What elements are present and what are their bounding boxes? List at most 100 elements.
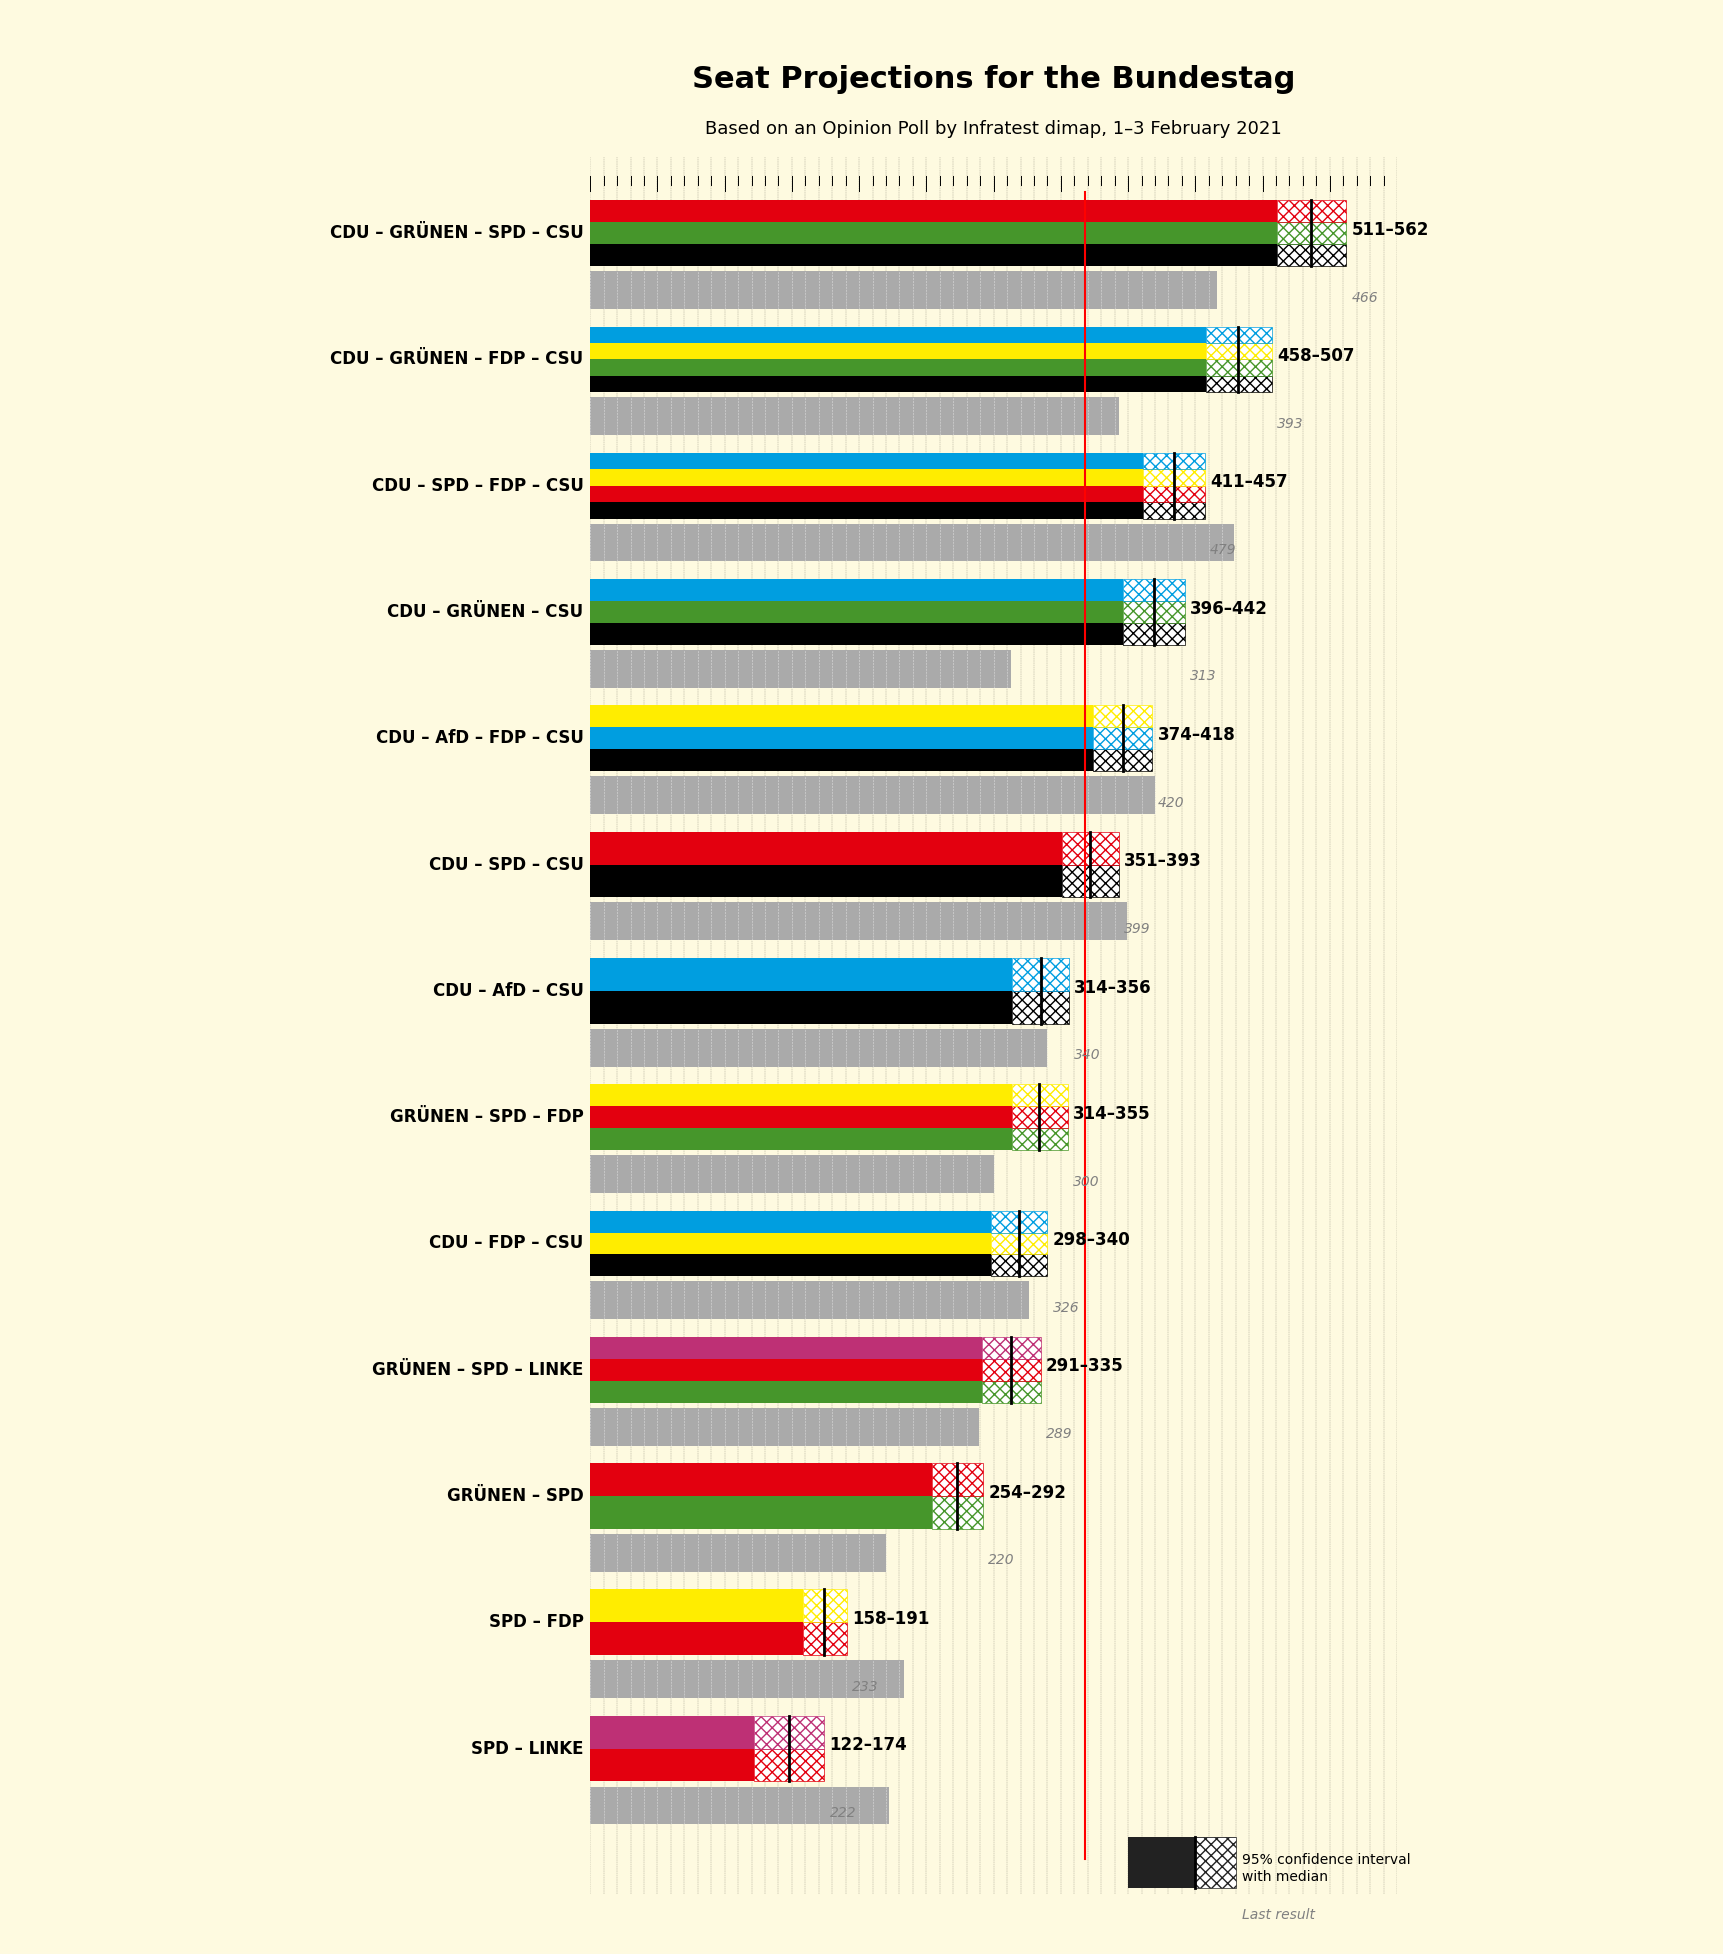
Bar (930, 1497, 982, 1528)
Text: 399: 399 (1123, 922, 1149, 936)
Text: 458–507: 458–507 (1277, 348, 1354, 365)
Bar (1092, 705, 1151, 727)
Bar (589, 199, 1277, 223)
Bar (1092, 727, 1151, 748)
Bar (991, 1211, 1048, 1233)
Bar (1011, 1084, 1067, 1106)
Bar (589, 957, 1011, 991)
Text: 340: 340 (1073, 1047, 1101, 1063)
Bar (980, 1337, 1041, 1358)
Text: 511–562: 511–562 (1351, 221, 1428, 238)
Bar (589, 487, 1142, 502)
Bar (1061, 864, 1118, 897)
Bar (1142, 469, 1204, 487)
Bar (589, 1464, 930, 1497)
Text: 313: 313 (1189, 670, 1216, 684)
Bar (589, 1786, 889, 1825)
Bar (1122, 623, 1184, 645)
Bar (930, 1464, 982, 1497)
Bar (589, 864, 1061, 897)
Text: CDU – GRÜNEN – SPD – CSU: CDU – GRÜNEN – SPD – CSU (329, 225, 582, 242)
Bar (1142, 502, 1204, 518)
Text: CDU – GRÜNEN – CSU: CDU – GRÜNEN – CSU (388, 604, 582, 621)
Bar (1011, 991, 1068, 1024)
Bar (589, 524, 1234, 561)
Bar (1011, 1106, 1067, 1127)
Bar (755, 1749, 824, 1782)
Text: CDU – GRÜNEN – FDP – CSU: CDU – GRÜNEN – FDP – CSU (331, 350, 582, 369)
Bar (589, 469, 1142, 487)
Bar (930, 1464, 982, 1497)
Text: 233: 233 (851, 1680, 879, 1694)
Bar (991, 1254, 1048, 1276)
Bar (1011, 1127, 1067, 1151)
Bar (1092, 727, 1151, 748)
Text: CDU – AfD – FDP – CSU: CDU – AfD – FDP – CSU (376, 729, 582, 746)
Bar (1206, 326, 1272, 344)
Bar (589, 578, 1122, 602)
Bar (589, 1497, 930, 1528)
Bar (803, 1622, 846, 1655)
Bar (1122, 602, 1184, 623)
Text: 466: 466 (1351, 291, 1377, 305)
Bar (589, 1407, 979, 1446)
Bar (1011, 957, 1068, 991)
Text: 396–442: 396–442 (1189, 600, 1266, 617)
Bar (589, 623, 1122, 645)
Bar (1092, 748, 1151, 772)
Bar (1122, 578, 1184, 602)
Bar (991, 1233, 1048, 1254)
Bar (589, 1381, 980, 1403)
Bar (1122, 602, 1184, 623)
Bar (589, 727, 1092, 748)
Bar (589, 1358, 980, 1381)
Bar (589, 1661, 903, 1698)
Text: CDU – SPD – FDP – CSU: CDU – SPD – FDP – CSU (372, 477, 582, 494)
Bar (1061, 864, 1118, 897)
Text: GRÜNEN – SPD – LINKE: GRÜNEN – SPD – LINKE (372, 1360, 582, 1380)
Text: 122–174: 122–174 (829, 1737, 906, 1755)
Bar (589, 1622, 803, 1655)
Bar (1122, 578, 1184, 602)
Bar (755, 1716, 824, 1749)
Bar (803, 1589, 846, 1622)
Bar (589, 1233, 991, 1254)
Bar (1061, 832, 1118, 864)
Text: 420: 420 (1156, 795, 1184, 809)
Bar (1011, 991, 1068, 1024)
Bar (589, 1106, 1011, 1127)
Text: GRÜNEN – SPD – FDP: GRÜNEN – SPD – FDP (389, 1108, 582, 1126)
Bar (1206, 375, 1272, 393)
Text: CDU – AfD – CSU: CDU – AfD – CSU (432, 981, 582, 1000)
Bar (991, 1211, 1048, 1233)
Bar (1194, 1837, 1235, 1888)
Bar (1277, 223, 1346, 244)
Text: GRÜNEN – SPD: GRÜNEN – SPD (446, 1487, 582, 1505)
Text: Seat Projections for the Bundestag: Seat Projections for the Bundestag (691, 64, 1294, 94)
Text: 300: 300 (1072, 1174, 1099, 1188)
Text: 374–418: 374–418 (1156, 727, 1235, 744)
Bar (589, 223, 1277, 244)
Text: 351–393: 351–393 (1123, 852, 1201, 870)
Bar (1277, 199, 1346, 223)
Bar (589, 244, 1277, 266)
Bar (930, 1497, 982, 1528)
Text: 298–340: 298–340 (1053, 1231, 1130, 1249)
Bar (1011, 1084, 1067, 1106)
Text: Based on an Opinion Poll by Infratest dimap, 1–3 February 2021: Based on an Opinion Poll by Infratest di… (705, 121, 1282, 139)
Bar (589, 1028, 1048, 1067)
Bar (589, 1084, 1011, 1106)
Bar (589, 991, 1011, 1024)
Bar (589, 272, 1216, 309)
Text: CDU – FDP – CSU: CDU – FDP – CSU (429, 1235, 582, 1253)
Text: 289: 289 (1046, 1426, 1072, 1442)
Text: CDU – SPD – CSU: CDU – SPD – CSU (429, 856, 582, 873)
Text: 222: 222 (829, 1805, 856, 1819)
Bar (589, 1282, 1029, 1319)
Bar (589, 1749, 755, 1782)
Bar (589, 1534, 886, 1571)
Text: SPD – LINKE: SPD – LINKE (470, 1739, 582, 1757)
Bar (1206, 344, 1272, 360)
Bar (1142, 469, 1204, 487)
Text: 158–191: 158–191 (851, 1610, 929, 1628)
